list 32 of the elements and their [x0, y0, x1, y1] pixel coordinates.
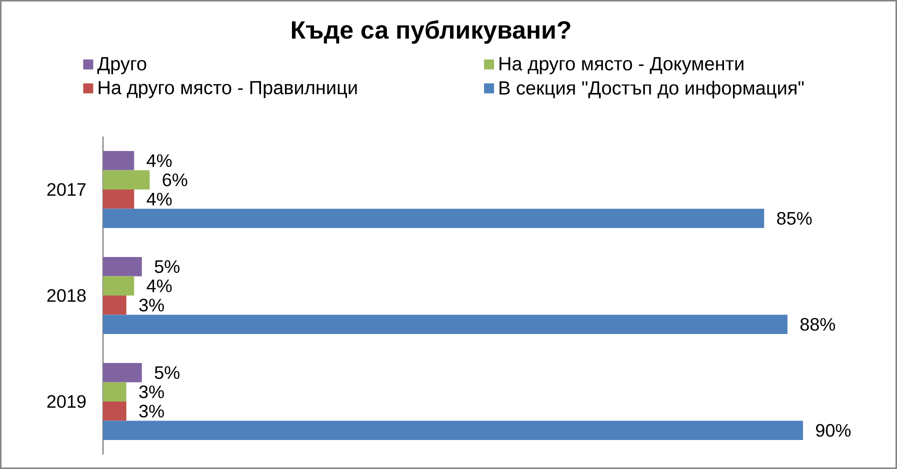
y-tick-label: 2017 [47, 183, 86, 196]
data-label: 85% [777, 212, 812, 225]
bar [103, 420, 804, 440]
data-label: 3% [139, 386, 164, 398]
bar [103, 190, 134, 209]
legend-label: В секция "Достъп до информация" [500, 80, 804, 98]
data-label: 4% [146, 280, 172, 292]
y-tick-label: 2019 [47, 395, 86, 408]
data-label: 6% [162, 174, 188, 186]
chart-title: Къде са публикувани? [292, 20, 570, 44]
legend-label: На друго място - Документи [500, 57, 744, 74]
data-label: 90% [816, 424, 851, 437]
data-label: 4% [146, 192, 172, 206]
bar [103, 170, 150, 190]
bar [103, 314, 788, 334]
bar [103, 363, 142, 382]
data-label: 5% [154, 260, 180, 273]
legend-label: Друго [97, 57, 146, 74]
data-label: 3% [139, 404, 164, 418]
bar [103, 296, 126, 315]
bar [103, 402, 126, 421]
bar [103, 276, 134, 296]
bar [103, 382, 126, 402]
data-label: 5% [154, 366, 180, 379]
bar [103, 208, 764, 228]
bar [103, 257, 142, 276]
bar [103, 151, 134, 170]
data-label: 3% [139, 298, 164, 312]
legend-label: На друго място - Правилници [98, 81, 357, 98]
y-tick-label: 2018 [47, 289, 86, 302]
data-label: 88% [800, 318, 836, 331]
data-label: 4% [146, 154, 172, 167]
